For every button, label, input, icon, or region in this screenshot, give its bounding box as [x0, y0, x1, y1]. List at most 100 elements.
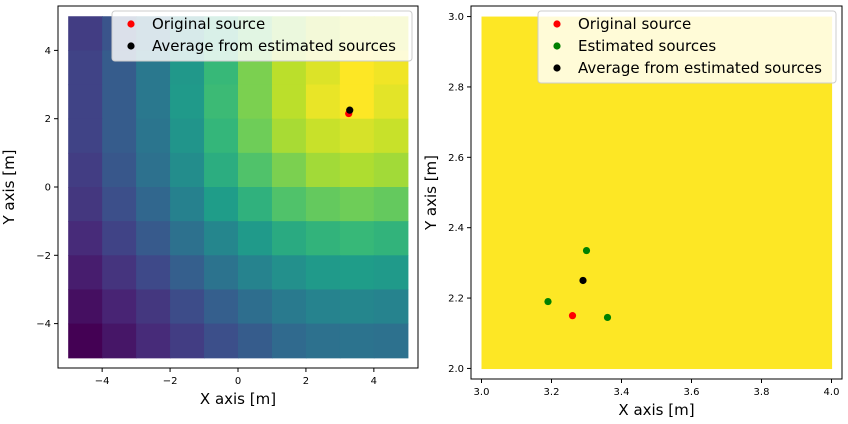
heatmap-cell: [204, 289, 239, 325]
heatmap-cell: [373, 323, 409, 359]
heatmap-cell: [136, 152, 171, 188]
heatmap-cell: [204, 84, 239, 120]
heatmap-cell: [305, 289, 341, 325]
heatmap-cell: [238, 323, 273, 359]
data-point: [579, 276, 587, 285]
heatmap-cell: [68, 152, 103, 188]
heatmap-cell: [136, 255, 171, 291]
legend-entry: Estimated sources: [578, 37, 716, 55]
heatmap-cell: [373, 118, 409, 154]
heatmap-cell: [136, 221, 171, 256]
heatmap-cell: [68, 255, 103, 291]
x-tick-label: 4.0: [824, 387, 840, 398]
y-tick-label: 4: [45, 46, 51, 57]
x-tick-label: 2: [303, 376, 309, 387]
legend-entry: Original source: [152, 15, 265, 33]
x-axis-label: X axis [m]: [618, 401, 694, 419]
heatmap-cell: [136, 84, 171, 120]
y-tick-label: 2.0: [448, 364, 464, 375]
heatmap-cell: [68, 84, 103, 120]
legend-entry: Original source: [578, 15, 691, 33]
heatmap-cell: [102, 187, 137, 222]
heatmap-cell: [68, 50, 103, 86]
heatmap-cell: [68, 289, 103, 325]
heatmap-cell: [204, 221, 239, 256]
heatmap-cell: [170, 221, 205, 256]
legend-marker: [553, 64, 561, 72]
heatmap-cell: [238, 187, 273, 222]
heatmap-cell: [373, 289, 409, 325]
heatmap-cell: [102, 323, 137, 359]
heatmap-cell: [305, 118, 341, 154]
legend-box: [537, 10, 837, 84]
heatmap-cell: [339, 187, 375, 222]
x-tick-label: 3.6: [684, 387, 700, 398]
legend-marker: [127, 42, 135, 50]
heatmap-cell: [170, 84, 205, 120]
heatmap-cell: [305, 323, 341, 359]
heatmap-cell: [305, 255, 341, 291]
x-tick-label: 3.4: [614, 387, 630, 398]
x-tick-label: −2: [163, 376, 178, 387]
heatmap-cell: [339, 323, 375, 359]
heatmap-cell: [136, 323, 171, 359]
heatmap-cell: [271, 289, 307, 325]
heatmap-cell: [238, 84, 273, 120]
heatmap-cell: [373, 255, 409, 291]
legend-marker: [127, 20, 135, 28]
legend-entry: Average from estimated sources: [578, 59, 822, 77]
legend: Original source Estimated sources Average …: [537, 10, 837, 84]
heatmap-cell: [305, 187, 341, 222]
scatter-points: [345, 106, 354, 118]
heatmap-cell: [373, 221, 409, 256]
heatmap-cell: [238, 289, 273, 325]
y-tick-label: 0: [45, 183, 51, 194]
legend-box: [111, 10, 413, 62]
chart-panel-1: −4 −2 0 2 4 −4 −2 0 2 4 X axis [m] Y axis [m] Origin…: [0, 5, 419, 408]
heatmap-cell: [102, 84, 137, 120]
scatter-points: [544, 246, 612, 322]
heatmap-cell: [102, 152, 137, 188]
x-axis-label: X axis [m]: [200, 390, 276, 408]
heatmap-cell: [204, 152, 239, 188]
heatmap-cell: [238, 221, 273, 256]
heatmap-cell: [373, 152, 409, 188]
heatmap-cell: [305, 221, 341, 256]
heatmap-cell: [271, 323, 307, 359]
heatmap-cell: [102, 118, 137, 154]
heatmap-cell: [339, 152, 375, 188]
y-axis-label: Y axis [m]: [0, 149, 18, 225]
heatmap-cell: [102, 255, 137, 291]
heatmap-cell: [204, 118, 239, 154]
y-tick-label: −2: [36, 251, 51, 262]
x-tick-label: −4: [95, 376, 110, 387]
heatmap-cell: [102, 221, 137, 256]
heatmap-cell: [68, 118, 103, 154]
heatmap-cell: [339, 84, 375, 120]
y-tick-label: 2.6: [448, 153, 464, 164]
heatmap-cell: [271, 152, 307, 188]
y-tick-label: 2.4: [448, 223, 464, 234]
data-point: [568, 312, 577, 320]
heatmap-cell: [271, 84, 307, 120]
data-point: [603, 313, 612, 322]
y-axis-label: Y axis [m]: [422, 155, 440, 231]
heatmap-cell: [271, 221, 307, 256]
heatmap-cell: [339, 289, 375, 325]
axes-frame: [470, 5, 843, 380]
heatmap-cell: [238, 118, 273, 154]
y-tick-label: 2.8: [448, 82, 464, 93]
y-tick-label: 3.0: [448, 12, 464, 23]
heatmap-cell: [170, 255, 205, 291]
heatmap-cell: [170, 118, 205, 154]
heatmap-cell: [305, 152, 341, 188]
heatmap-cell: [136, 289, 171, 325]
heatmap-cell: [136, 187, 171, 222]
y-tick-label: −4: [36, 319, 51, 330]
heatmap-cell: [339, 255, 375, 291]
heatmap-cell: [102, 289, 137, 325]
legend: Original source Average from estimated so…: [111, 10, 413, 62]
x-tick-label: 3.2: [544, 387, 560, 398]
heatmap-cell: [170, 323, 205, 359]
heatmap: [68, 16, 409, 359]
